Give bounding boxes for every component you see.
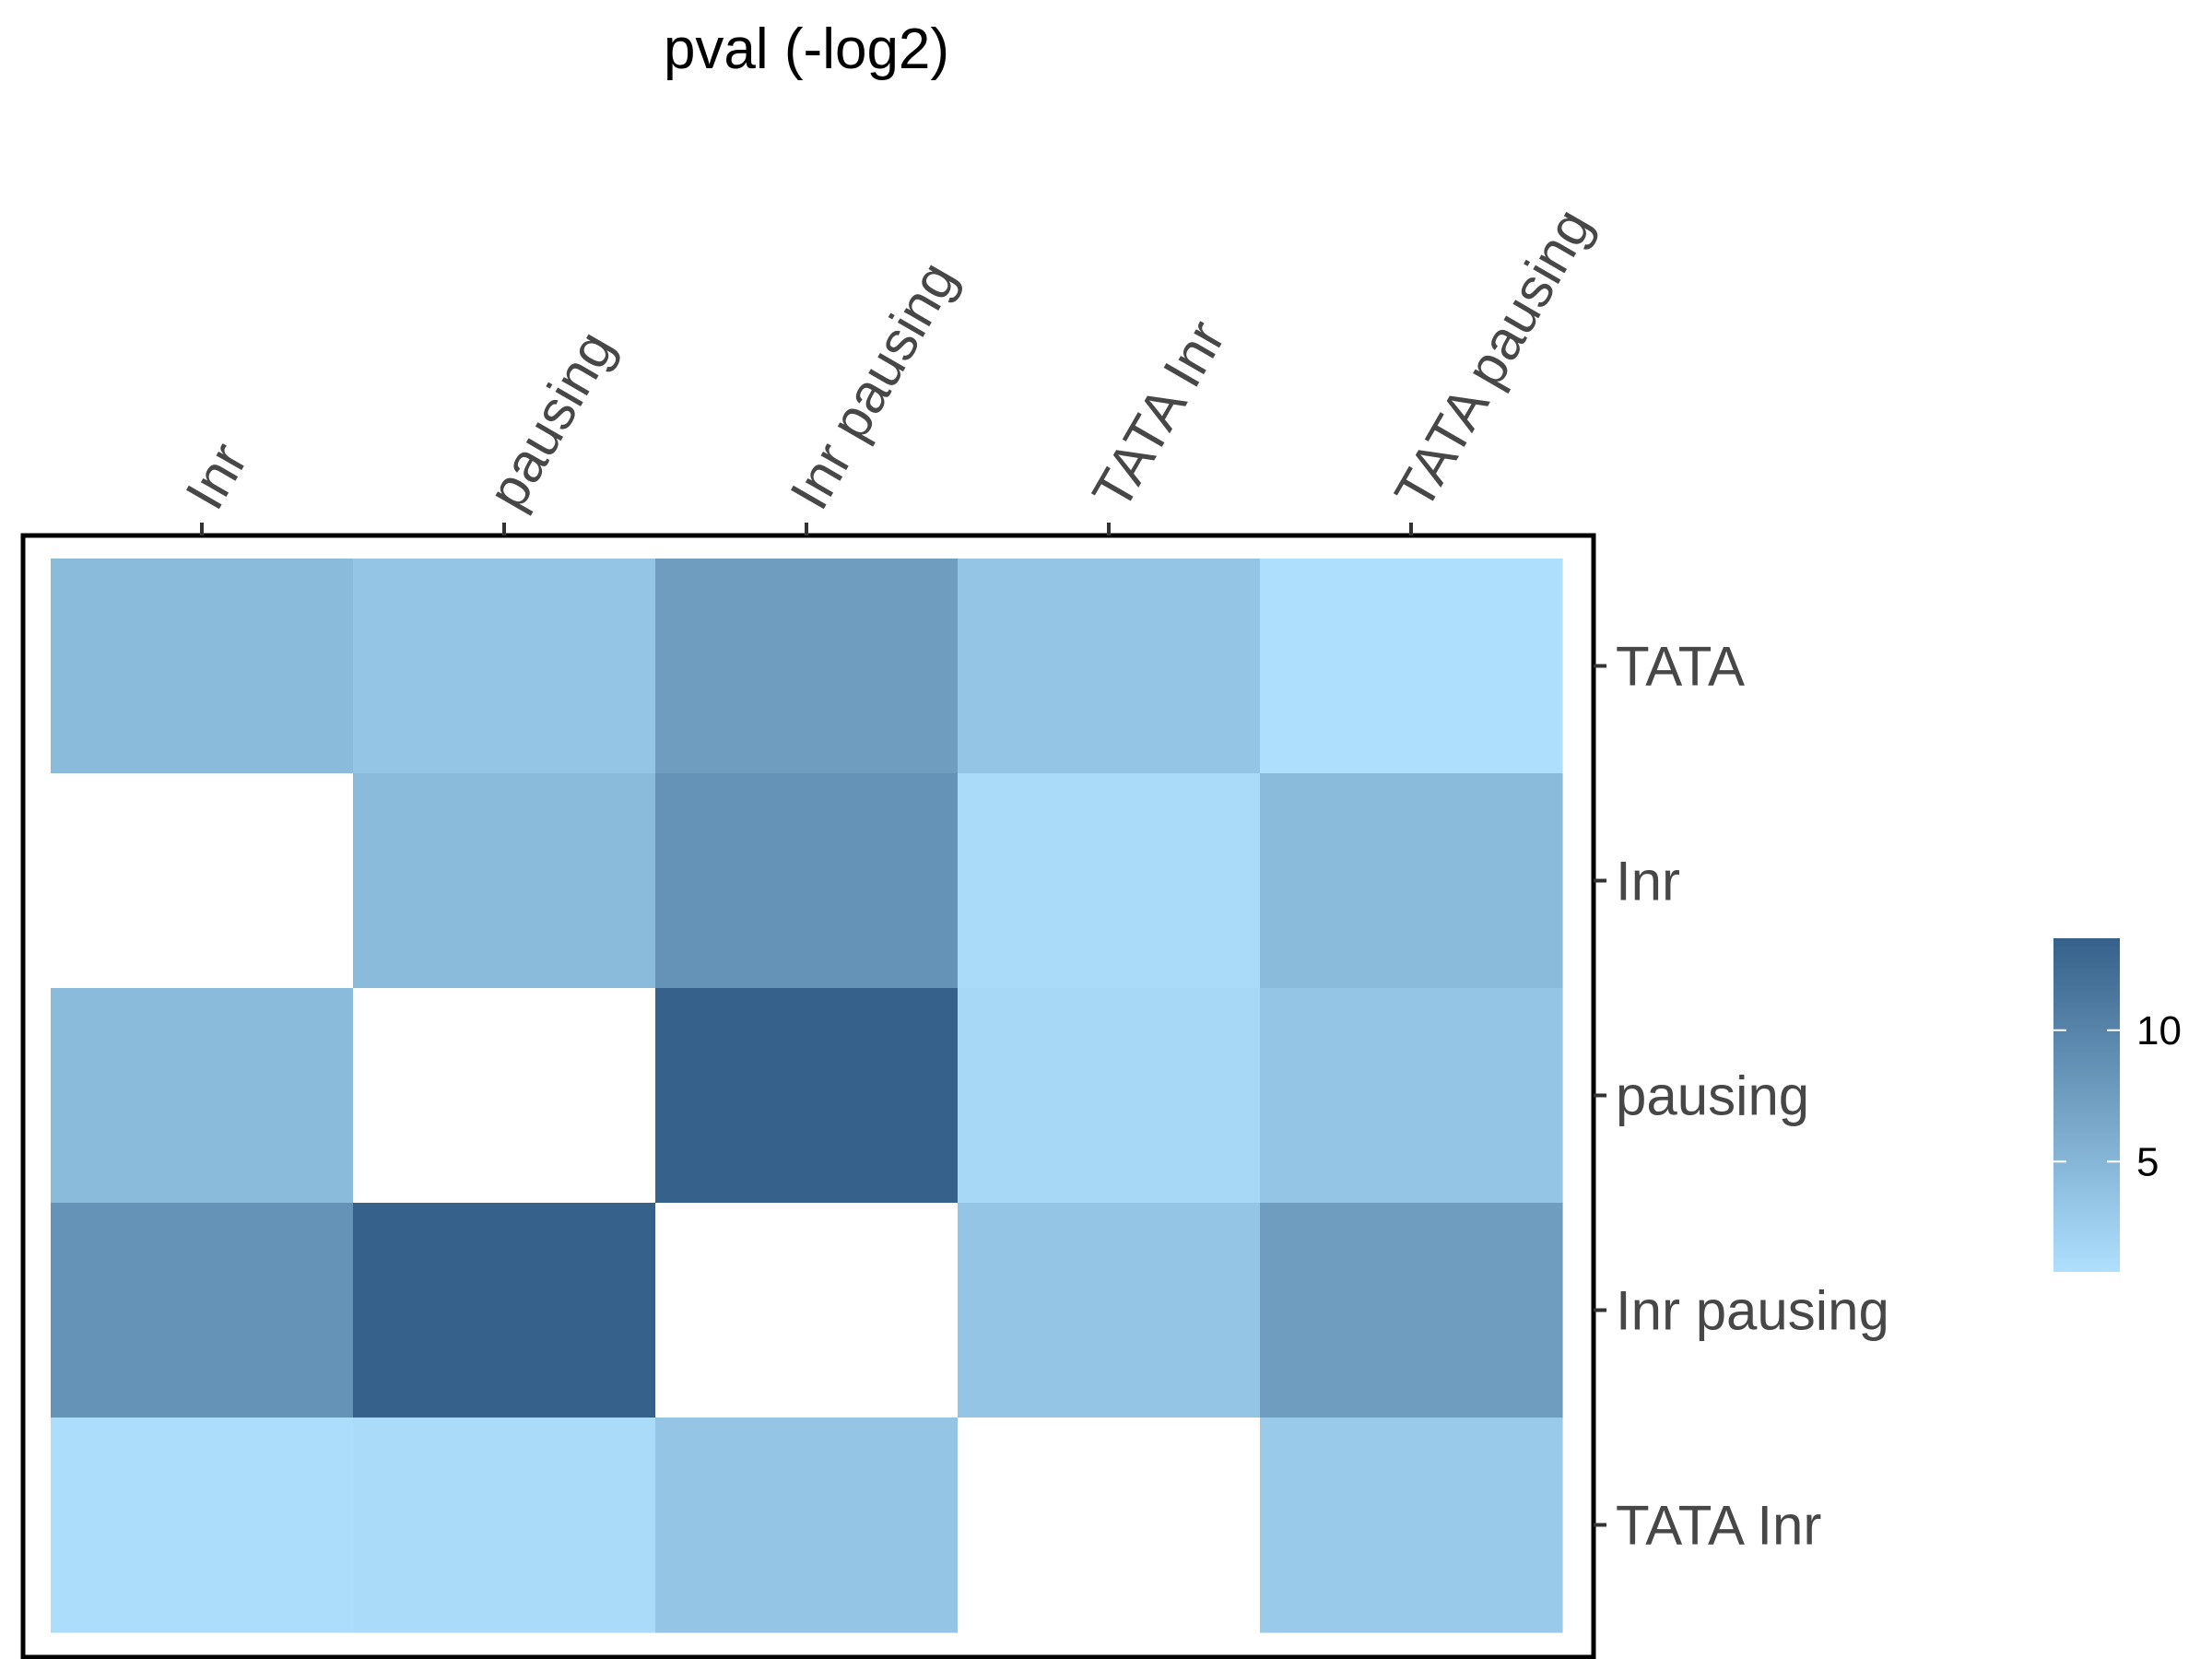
heatmap-cell-inr-inr-pausing bbox=[655, 773, 959, 989]
legend-tick-label: 5 bbox=[2136, 1139, 2159, 1184]
heatmap-cell-pausing-pausing bbox=[353, 988, 656, 1204]
x-tick-label-inr: Inr bbox=[173, 432, 259, 519]
color-legend: 5 10 bbox=[2053, 938, 2182, 1272]
heatmap-cell-tata-inr-inr bbox=[51, 1418, 354, 1633]
x-axis: Inr pausing Inr pausing TATA Inr TATA pausin… bbox=[173, 198, 1604, 535]
heatmap-cell-pausing-inr bbox=[51, 988, 354, 1204]
heatmap-cell-inr-pausing-inr bbox=[51, 1203, 354, 1418]
heatmap-cells bbox=[51, 559, 1563, 1633]
y-tick-label-tata: TATA bbox=[1616, 636, 1745, 698]
heatmap-cell-tata-inr bbox=[51, 559, 354, 774]
y-tick-label-inr: Inr bbox=[1616, 851, 1680, 912]
heatmap-cell-inr-pausing bbox=[353, 773, 656, 989]
heatmap-cell-inr-inr bbox=[51, 773, 354, 989]
heatmap-cell-tata-inr-inr-pausing bbox=[655, 1418, 959, 1633]
heatmap-cell-pausing-tata-inr bbox=[958, 988, 1261, 1204]
y-tick-label-tata-inr: TATA Inr bbox=[1616, 1495, 1821, 1557]
legend-colorbar bbox=[2053, 938, 2120, 1272]
heatmap-cell-inr-pausing-tata-pausing bbox=[1260, 1203, 1563, 1418]
x-tick-label-tata-pausing: TATA pausing bbox=[1382, 198, 1604, 519]
heatmap-cell-tata-inr-tata-pausing bbox=[1260, 1418, 1563, 1633]
heatmap-cell-inr-pausing-pausing bbox=[353, 1203, 656, 1418]
heatmap-cell-inr-tata-inr bbox=[958, 773, 1261, 989]
heatmap-cell-tata-tata-inr bbox=[958, 559, 1261, 774]
y-axis: TATA Inr pausing Inr pausing TATA Inr bbox=[1594, 636, 1889, 1557]
heatmap-cell-tata-inr-tata-inr bbox=[958, 1418, 1261, 1633]
chart-title: pval (-log2) bbox=[664, 18, 949, 81]
legend-tick-label: 10 bbox=[2136, 1008, 2182, 1053]
heatmap-cell-inr-pausing-tata-inr bbox=[958, 1203, 1261, 1418]
y-tick-label-inr-pausing: Inr pausing bbox=[1616, 1280, 1889, 1342]
heatmap-cell-inr-tata-pausing bbox=[1260, 773, 1563, 989]
heatmap-cell-tata-tata-pausing bbox=[1260, 559, 1563, 774]
heatmap-cell-pausing-inr-pausing bbox=[655, 988, 959, 1204]
heatmap-cell-inr-pausing-inr-pausing bbox=[655, 1203, 959, 1418]
x-tick-label-inr-pausing: Inr pausing bbox=[778, 252, 968, 520]
heatmap-cell-tata-pausing bbox=[353, 559, 656, 774]
x-tick-label-pausing: pausing bbox=[476, 321, 626, 520]
heatmap-cell-tata-inr-pausing bbox=[353, 1418, 656, 1633]
y-tick-label-pausing: pausing bbox=[1616, 1065, 1809, 1127]
heatmap-cell-pausing-tata-pausing bbox=[1260, 988, 1563, 1204]
x-tick-label-tata-inr: TATA Inr bbox=[1080, 311, 1237, 520]
heatmap-cell-tata-inr-pausing bbox=[655, 559, 959, 774]
